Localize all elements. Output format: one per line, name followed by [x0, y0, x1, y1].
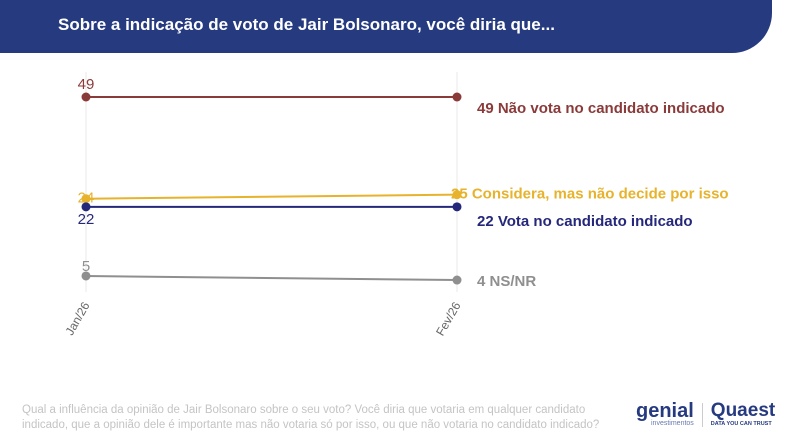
data-label: 49	[78, 76, 95, 93]
question-footnote: Qual a influência da opinião de Jair Bol…	[22, 404, 600, 431]
data-label: 24	[78, 190, 95, 207]
data-point	[81, 92, 91, 102]
data-point	[81, 271, 91, 281]
page-title: Sobre a indicação de voto de Jair Bolson…	[58, 15, 555, 34]
x-tick-label: Jan/26	[62, 299, 92, 337]
logo-divider	[701, 403, 703, 427]
data-point	[452, 202, 462, 212]
x-tick-label: Fev/26	[433, 299, 464, 338]
data-label: 22	[78, 211, 95, 228]
data-point	[452, 275, 462, 285]
data-label: 5	[82, 258, 90, 275]
series-line	[85, 193, 458, 200]
quaest-logo: Quaest DATA YOU CAN TRUST	[710, 400, 776, 427]
series-end-label: 22 Vota no candidato indicado	[477, 213, 693, 230]
line-chart: Jan/26 Fev/26 49 49 Não vota no candidato i…	[62, 72, 729, 338]
header-banner: Sobre a indicação de voto de Jair Bolson…	[0, 0, 772, 53]
series-end-label: 49 Não vota no candidato indicado	[477, 100, 725, 117]
logos: genial investimentos Quaest DATA YOU CAN T…	[636, 400, 776, 428]
series-end-label: 25 Considera, mas não decide por isso	[451, 186, 729, 203]
data-point	[81, 194, 91, 204]
data-point	[452, 92, 462, 102]
data-point	[452, 190, 462, 200]
series-line	[85, 274, 458, 282]
data-point	[81, 202, 91, 212]
genial-logo: genial investimentos	[636, 400, 694, 427]
series-end-label: 4 NS/NR	[477, 273, 536, 290]
